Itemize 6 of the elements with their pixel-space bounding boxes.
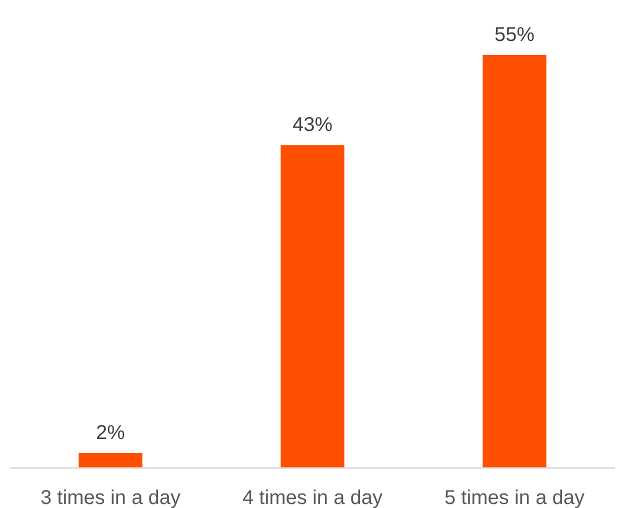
data-label: 55% [494, 24, 535, 46]
x-tick-label: 4 times in a day [242, 487, 383, 508]
data-label: 43% [292, 114, 333, 136]
x-tick-label: 3 times in a day [40, 487, 181, 508]
x-tick-label: 5 times in a day [444, 487, 585, 508]
data-label: 2% [96, 422, 126, 444]
